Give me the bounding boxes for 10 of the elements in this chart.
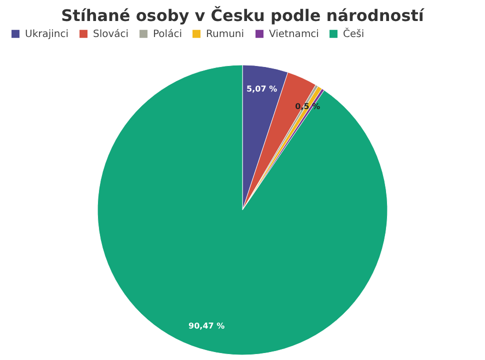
- data-label: 90,47 %: [188, 321, 225, 330]
- legend-label: Ukrajinci: [25, 28, 69, 40]
- chart-title: Stíhané osoby v Česku podle národností: [61, 6, 426, 25]
- legend-label: Slováci: [93, 28, 129, 40]
- legend-label: Vietnamci: [269, 28, 319, 40]
- data-label: 5,07 %: [246, 84, 278, 94]
- pie-slice: [97, 64, 388, 356]
- legend-label: Rumuni: [206, 28, 244, 40]
- legend-label: Poláci: [153, 28, 182, 40]
- legend-label: Češi: [343, 26, 364, 40]
